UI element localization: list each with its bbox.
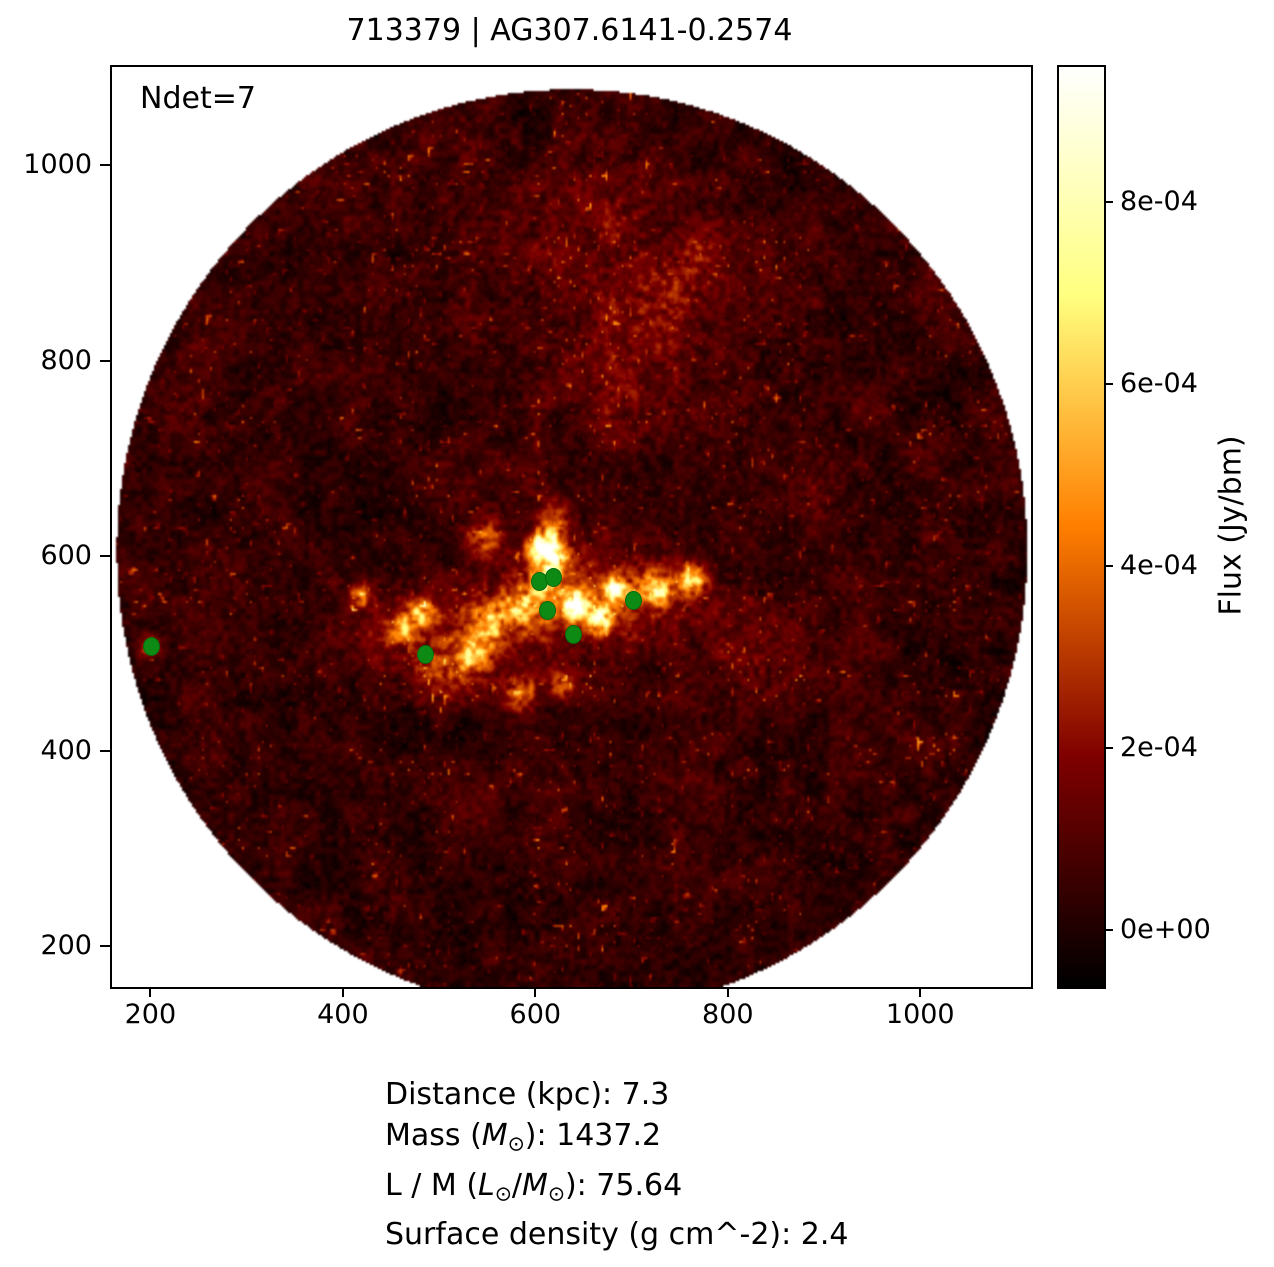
info-segment: ⊙ (507, 1131, 525, 1156)
y-tick (100, 554, 110, 557)
colorbar-tick-label: 2e-04 (1120, 732, 1198, 764)
ndet-annotation: Ndet=7 (140, 81, 256, 116)
source-info: Distance (kpc): 7.3 Mass (M⊙): 1437.2 L / … (385, 1074, 848, 1255)
colorbar-tick-label: 6e-04 (1120, 367, 1198, 399)
info-segment: L (478, 1167, 495, 1203)
colorbar-tick-label: 0e+00 (1120, 914, 1211, 946)
detection-marker (565, 625, 583, 645)
info-segment: ⊙ (494, 1181, 512, 1206)
x-tick-label: 1000 (885, 999, 955, 1030)
y-tick (100, 749, 110, 752)
info-segment: Distance (kpc): 7.3 (385, 1077, 670, 1112)
info-segment: / (511, 1167, 522, 1203)
info-segment: M (481, 1118, 508, 1153)
flux-map-canvas (112, 67, 1031, 987)
x-tick (341, 987, 344, 997)
y-tick (100, 164, 110, 167)
detection-marker (539, 600, 557, 620)
y-tick (100, 359, 110, 362)
info-line-surface-density: Surface density (g cm^-2): 2.4 (385, 1214, 848, 1255)
y-tick (100, 944, 110, 947)
colorbar-tick (1104, 747, 1113, 750)
colorbar-label-wrap: Flux (Jy/bm) (1196, 65, 1266, 985)
x-tick (149, 987, 152, 997)
info-line-mass: Mass (M⊙): 1437.2 (385, 1115, 848, 1165)
info-segment: ⊙ (547, 1181, 565, 1206)
y-tick-label: 800 (40, 344, 92, 376)
figure-title: 713379 | AG307.6141-0.2574 (346, 13, 793, 48)
colorbar (1057, 65, 1106, 989)
detection-marker (417, 644, 435, 664)
info-segment: M (521, 1167, 548, 1203)
info-segment: ): 1437.2 (524, 1118, 662, 1153)
x-tick (919, 987, 922, 997)
detection-marker (625, 591, 643, 611)
colorbar-tick (1104, 929, 1113, 932)
x-tick-label: 200 (124, 999, 177, 1030)
info-segment: Surface density (g cm^-2): 2.4 (385, 1217, 849, 1253)
colorbar-tick (1104, 200, 1113, 203)
detection-marker (545, 567, 563, 587)
flux-map-plot: Ndet=7 (110, 65, 1033, 989)
colorbar-gradient-canvas (1059, 67, 1104, 987)
x-tick-label: 800 (702, 999, 754, 1030)
y-tick-label: 1000 (23, 149, 92, 181)
detection-marker (142, 637, 160, 656)
info-segment: L / M ( (385, 1167, 479, 1203)
y-tick-label: 200 (40, 929, 92, 961)
info-segment: ): 75.64 (564, 1167, 683, 1203)
info-line-distance: Distance (kpc): 7.3 (385, 1074, 848, 1115)
y-tick-label: 600 (40, 539, 92, 571)
y-tick-label: 400 (40, 734, 92, 766)
x-tick (726, 987, 729, 997)
x-tick (534, 987, 537, 997)
x-tick-label: 400 (317, 999, 369, 1030)
colorbar-tick-label: 4e-04 (1120, 549, 1198, 581)
colorbar-tick (1104, 564, 1113, 567)
colorbar-label: Flux (Jy/bm) (1213, 434, 1249, 616)
colorbar-tick-label: 8e-04 (1120, 185, 1198, 217)
info-line-l-over-m: L / M (L⊙/M⊙): 75.64 (385, 1165, 848, 1215)
x-tick-label: 600 (509, 999, 562, 1030)
colorbar-tick (1104, 382, 1113, 385)
info-segment: Mass ( (385, 1118, 482, 1153)
